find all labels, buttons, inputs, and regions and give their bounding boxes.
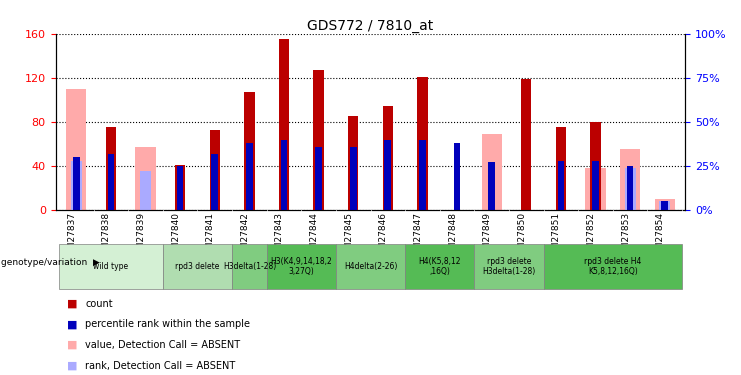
- Text: GSM27847: GSM27847: [413, 211, 422, 261]
- Text: ■: ■: [67, 299, 77, 309]
- Bar: [73, 157, 80, 210]
- Bar: [107, 154, 114, 210]
- Bar: [279, 39, 289, 210]
- Bar: [556, 128, 566, 210]
- Text: genotype/variation  ▶: genotype/variation ▶: [1, 258, 100, 267]
- Bar: [544, 244, 682, 289]
- Text: percentile rank within the sample: percentile rank within the sample: [85, 320, 250, 329]
- Text: GSM27849: GSM27849: [482, 211, 491, 261]
- Text: GSM27838: GSM27838: [102, 211, 111, 261]
- Bar: [521, 79, 531, 210]
- Text: GSM27846: GSM27846: [379, 211, 388, 261]
- Bar: [59, 244, 163, 289]
- Text: GSM27850: GSM27850: [517, 211, 526, 261]
- Text: GSM27842: GSM27842: [240, 211, 250, 261]
- Text: ■: ■: [67, 320, 77, 329]
- Bar: [246, 143, 253, 210]
- Text: rpd3 delete H4
K5,8,12,16Q): rpd3 delete H4 K5,8,12,16Q): [584, 256, 642, 276]
- Text: GSM27845: GSM27845: [345, 211, 353, 261]
- Text: GSM27851: GSM27851: [552, 211, 561, 261]
- Bar: [482, 134, 502, 210]
- Bar: [211, 154, 218, 210]
- Bar: [385, 140, 391, 210]
- Bar: [350, 147, 356, 210]
- Bar: [106, 128, 116, 210]
- Bar: [659, 201, 670, 210]
- Bar: [313, 70, 324, 210]
- Bar: [417, 77, 428, 210]
- Text: rpd3 delete
H3delta(1-28): rpd3 delete H3delta(1-28): [482, 256, 536, 276]
- Bar: [627, 166, 634, 210]
- Bar: [661, 201, 668, 210]
- Text: GSM27852: GSM27852: [586, 211, 596, 261]
- Bar: [557, 160, 564, 210]
- Bar: [336, 244, 405, 289]
- Bar: [474, 244, 544, 289]
- Text: H4delta(2-26): H4delta(2-26): [344, 262, 397, 271]
- Text: GSM27853: GSM27853: [621, 211, 630, 261]
- Bar: [281, 140, 288, 210]
- Bar: [419, 140, 426, 210]
- Text: GSM27844: GSM27844: [310, 211, 319, 261]
- Bar: [244, 92, 255, 210]
- Bar: [348, 116, 359, 210]
- Bar: [620, 149, 640, 210]
- Bar: [453, 143, 460, 210]
- Text: rpd3 delete: rpd3 delete: [176, 262, 219, 271]
- Text: ■: ■: [67, 361, 77, 370]
- Bar: [405, 244, 474, 289]
- Bar: [592, 160, 599, 210]
- Bar: [136, 147, 156, 210]
- Bar: [585, 168, 605, 210]
- Text: GSM27841: GSM27841: [206, 211, 215, 261]
- Title: GDS772 / 7810_at: GDS772 / 7810_at: [308, 19, 433, 33]
- Bar: [175, 165, 185, 210]
- Text: H4(K5,8,12
,16Q): H4(K5,8,12 ,16Q): [419, 256, 461, 276]
- Text: GSM27854: GSM27854: [656, 211, 665, 261]
- Text: GSM27848: GSM27848: [448, 211, 457, 261]
- Bar: [315, 147, 322, 210]
- Text: H3delta(1-28): H3delta(1-28): [223, 262, 276, 271]
- Text: H3(K4,9,14,18,2
3,27Q): H3(K4,9,14,18,2 3,27Q): [270, 256, 332, 276]
- Bar: [382, 106, 393, 210]
- Text: rank, Detection Call = ABSENT: rank, Detection Call = ABSENT: [85, 361, 236, 370]
- Bar: [625, 168, 636, 210]
- Bar: [654, 199, 675, 210]
- Text: wild type: wild type: [93, 262, 128, 271]
- Text: count: count: [85, 299, 113, 309]
- Text: GSM27840: GSM27840: [171, 211, 180, 261]
- Bar: [163, 244, 232, 289]
- Bar: [177, 166, 184, 210]
- Bar: [267, 244, 336, 289]
- Bar: [71, 160, 82, 210]
- Bar: [140, 171, 151, 210]
- Text: GSM27839: GSM27839: [136, 211, 145, 261]
- Text: ■: ■: [67, 340, 77, 350]
- Bar: [488, 162, 495, 210]
- Text: value, Detection Call = ABSENT: value, Detection Call = ABSENT: [85, 340, 240, 350]
- Bar: [66, 89, 87, 210]
- Bar: [232, 244, 267, 289]
- Bar: [210, 130, 220, 210]
- Text: GSM27843: GSM27843: [275, 211, 284, 261]
- Bar: [591, 122, 601, 210]
- Text: GSM27837: GSM27837: [67, 211, 76, 261]
